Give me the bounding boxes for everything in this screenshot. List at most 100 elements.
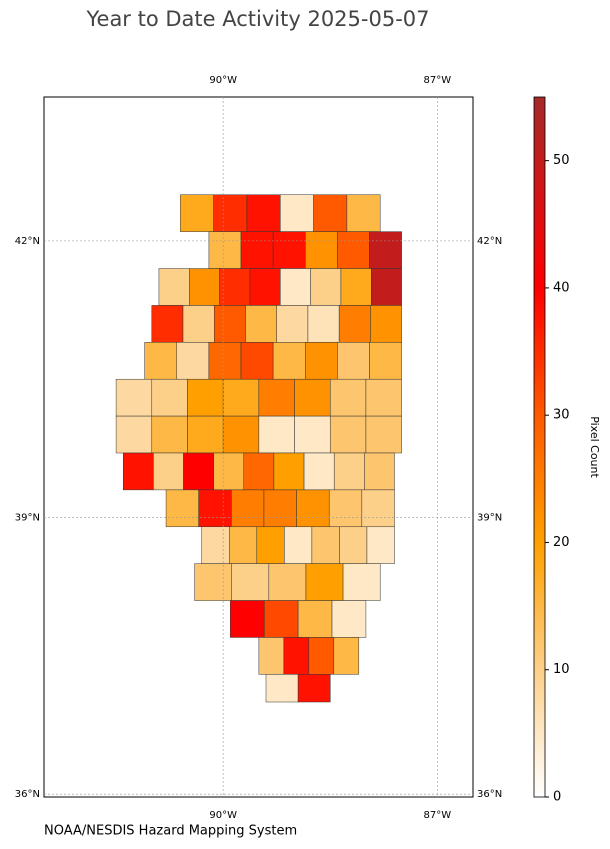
county [183,452,214,491]
county [272,231,306,269]
county [246,194,281,232]
colorbar-tick-label: 30 [553,408,570,423]
county [284,526,313,564]
county [370,305,402,343]
y-tick-label: 36°N [15,789,40,800]
county [208,342,242,380]
county [240,231,274,269]
county [153,452,184,491]
county [213,194,248,232]
county [208,231,242,269]
county [272,342,306,380]
county [280,194,314,232]
county [263,489,297,528]
county [333,452,365,491]
colorbar-tick-label: 20 [553,535,570,550]
county [245,305,277,343]
x-tick-label: 90°W [209,75,237,86]
county [273,452,305,491]
county [258,415,295,454]
county [165,489,199,528]
county [294,378,331,417]
county [249,268,281,306]
colorbar-tick-label: 10 [553,662,570,677]
county [151,415,188,454]
county [294,415,331,454]
county [265,674,299,703]
map-frame [43,96,474,798]
county [364,452,395,491]
county [331,600,367,638]
county [305,231,338,269]
county [201,526,230,564]
county [229,526,258,564]
county [222,415,260,454]
county [158,268,190,306]
county [328,489,363,528]
y-tick-label: 39°N [477,513,502,524]
county [256,526,285,564]
x-tick-label: 90°W [209,810,237,821]
county [198,489,232,528]
county [305,563,344,601]
county [263,600,299,638]
county [187,415,224,454]
county [329,378,367,417]
county [219,268,251,306]
colorbar-tick-label: 40 [553,280,570,295]
county [213,305,246,343]
county [365,415,402,454]
county [303,452,335,491]
county [189,268,220,306]
colorbar [533,96,546,798]
colorbar-tick-label: 50 [553,153,570,168]
county [258,637,285,675]
county [342,563,381,601]
county [240,342,274,380]
county [366,526,395,564]
county [115,415,153,454]
colorbar-label: Pixel Count [588,416,601,478]
county [297,600,333,638]
county [258,378,295,417]
county [280,268,311,306]
county [231,489,265,528]
x-tick-label: 87°W [423,75,451,86]
county [230,600,265,638]
county [151,378,188,417]
county [308,637,335,675]
county [176,342,210,380]
county [365,378,402,417]
county [337,342,370,380]
county [329,415,367,454]
county [338,305,371,343]
county [231,563,270,601]
y-tick-label: 36°N [477,789,502,800]
county [296,489,330,528]
county [122,452,154,491]
county [337,231,370,269]
county [222,378,260,417]
y-tick-label: 39°N [15,513,40,524]
county [313,194,348,232]
county [311,526,340,564]
map-title: Year to Date Activity 2025-05-07 [85,7,429,31]
y-tick-label: 42°N [15,236,40,247]
county [361,489,395,528]
county [268,563,307,601]
county [371,268,402,306]
county [182,305,215,343]
county [213,452,245,491]
county [180,194,214,232]
county [310,268,342,306]
colorbar-tick-label: 0 [553,790,561,805]
footer: NOAA/NESDIS Hazard Mapping System [44,824,297,839]
county [369,342,402,380]
county [115,378,153,417]
county [276,305,309,343]
county [297,674,331,703]
county [283,637,310,675]
county [305,342,338,380]
county [187,378,224,417]
